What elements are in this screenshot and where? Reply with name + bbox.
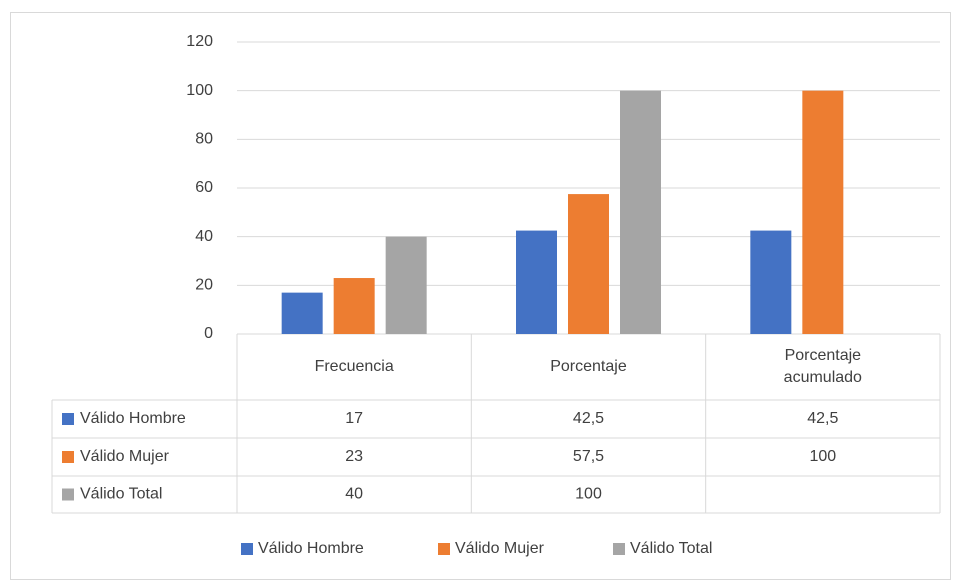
data-label: 42,5	[807, 410, 838, 427]
table-legend-key	[62, 488, 74, 501]
bar	[750, 230, 792, 334]
legend-key	[438, 543, 450, 555]
y-tick-label: 80	[195, 131, 213, 148]
y-tick-label: 120	[186, 33, 213, 50]
bar	[281, 292, 323, 334]
data-label: 23	[345, 448, 363, 465]
data-label: 100	[809, 448, 836, 465]
data-label: 42,5	[573, 410, 604, 427]
table-legend-key	[62, 451, 74, 463]
bar	[385, 236, 427, 334]
table-row-label: Válido Mujer	[80, 448, 170, 465]
y-tick-label: 20	[195, 277, 213, 294]
legend-label: Válido Hombre	[258, 540, 364, 557]
x-tick-label: Porcentaje	[471, 334, 705, 400]
y-tick-label: 40	[195, 228, 213, 245]
x-tick-text: Frecuencia	[314, 358, 394, 375]
y-tick-label: 100	[186, 82, 213, 99]
x-tick-text: Porcentaje	[550, 358, 627, 375]
data-label: 17	[345, 410, 363, 427]
bar	[333, 278, 375, 334]
y-tick-label: 60	[195, 179, 213, 196]
legend-label: Válido Total	[630, 540, 712, 557]
data-label: 57,5	[573, 448, 604, 465]
y-tick-label: 0	[204, 325, 213, 342]
legend-label: Válido Mujer	[455, 540, 545, 557]
data-label: 40	[345, 486, 363, 503]
x-tick-label: Frecuencia	[237, 334, 471, 400]
table-row-label: Válido Total	[80, 486, 162, 503]
bar	[802, 90, 844, 335]
bar	[516, 230, 557, 334]
data-label: 100	[575, 486, 602, 503]
x-tick-text: Porcentaje acumulado	[783, 347, 862, 386]
legend-key	[613, 543, 625, 555]
bar	[568, 194, 609, 334]
x-tick-label: Porcentaje acumulado	[706, 334, 940, 400]
legend-key	[241, 543, 253, 555]
bar	[620, 90, 661, 335]
table-legend-key	[62, 413, 74, 425]
table-row-label: Válido Hombre	[80, 410, 186, 427]
chart-frame	[10, 12, 951, 580]
